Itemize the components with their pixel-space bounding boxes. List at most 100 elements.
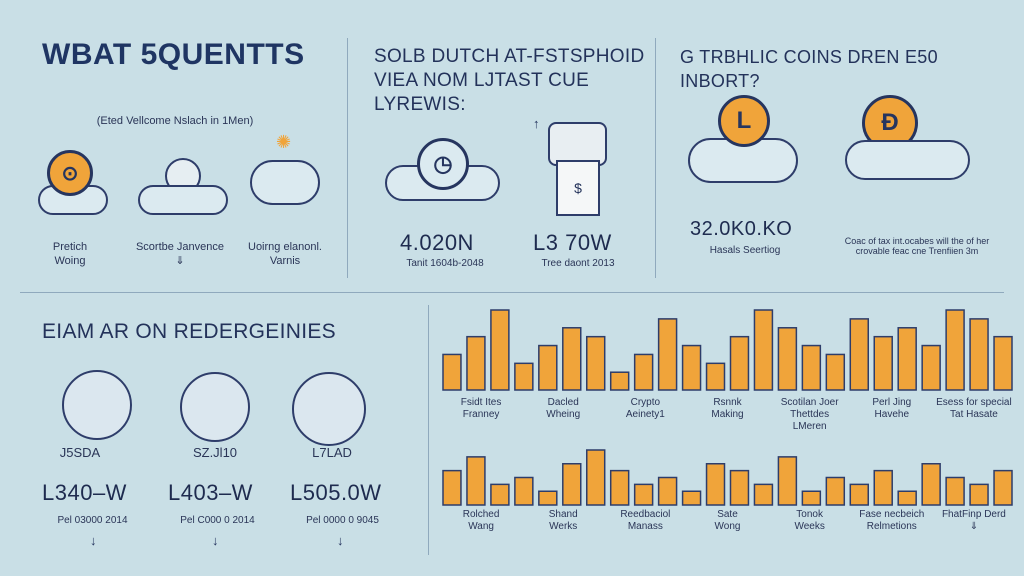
bar	[945, 476, 965, 506]
bar	[490, 483, 510, 506]
item-label: Uoirng elanonl. Varnis	[248, 241, 322, 267]
bar	[681, 490, 702, 506]
bar	[490, 309, 510, 391]
bar-group-label: Shand Werks	[549, 509, 578, 532]
divider-vertical-2	[655, 38, 656, 278]
bar	[681, 344, 702, 391]
bar	[897, 490, 917, 506]
bar-group-label: Crypto Aeinety1	[626, 397, 665, 420]
bar	[849, 483, 869, 506]
note-text: Coac of tax int.ocabes will the of her c…	[844, 236, 990, 256]
item-value: L505.0W	[290, 480, 382, 505]
bar	[969, 318, 989, 391]
bank-icon	[292, 372, 366, 446]
bar	[705, 362, 726, 391]
bar	[921, 344, 941, 391]
bar	[466, 335, 486, 391]
stat-value: L3 70W	[533, 230, 612, 255]
bar	[801, 344, 822, 391]
bar	[969, 483, 989, 506]
bar	[825, 353, 846, 391]
bar	[753, 309, 774, 391]
cloud-icon	[138, 185, 228, 215]
bar	[538, 344, 558, 391]
bar-group-label: Sate Wong	[715, 509, 741, 532]
bar-group-label: Reedbaciol Manass	[620, 509, 670, 532]
bar	[753, 483, 774, 506]
stat-value: 4.020N	[400, 230, 474, 255]
arrow-up-icon: ↑	[533, 116, 540, 131]
bar	[993, 335, 1013, 391]
cloud-icon	[250, 160, 320, 205]
bar-group-label: Perl Jing Havehe	[872, 397, 911, 420]
item-sub: Pel 0000 0 9045	[306, 515, 379, 526]
item-value: L403–W	[168, 480, 253, 505]
item-tag: J5SDA	[59, 445, 101, 460]
coin-icon: ⊙	[47, 150, 93, 196]
bar	[586, 335, 606, 391]
section-heading: SOLB DUTCH AT-FSTSPHOID VIEA NOM LJTAST …	[374, 46, 645, 115]
shield-icon	[62, 370, 132, 440]
bar	[442, 469, 462, 506]
network-icon	[180, 372, 250, 442]
arrow-down-icon: ↓	[90, 533, 97, 548]
stat-sub: Hasals Seertiog	[709, 245, 781, 256]
bar	[777, 456, 798, 506]
arrow-down-icon: ↓	[212, 533, 219, 548]
stat-sub: Tree daont 2013	[541, 258, 615, 269]
bar	[729, 335, 750, 391]
bar	[849, 318, 869, 391]
bar	[657, 318, 678, 391]
bar	[442, 353, 462, 391]
clock-icon: ◷	[417, 138, 469, 190]
item-sub: Pel 03000 2014	[57, 515, 128, 526]
bar	[562, 327, 582, 391]
divider-horizontal	[20, 292, 1004, 293]
bar	[609, 371, 630, 391]
item-label: Pretich Woing	[52, 241, 88, 267]
section-heading: EIAM AR ON REDERGEINIES	[42, 320, 336, 343]
bar	[945, 309, 965, 391]
section-subtitle: (Eted Vellcome Nslach in 1Men)	[96, 115, 254, 127]
stat-value: 32.0K0.KO	[690, 218, 793, 240]
bar	[633, 353, 654, 391]
bar	[609, 469, 630, 506]
bar	[705, 463, 726, 506]
stat-sub: Tanit 1604b-2048	[406, 258, 484, 269]
bar	[633, 483, 654, 506]
bar	[825, 476, 846, 506]
bar	[729, 469, 750, 506]
bar	[897, 327, 917, 391]
lightbulb-icon: ✺	[276, 132, 292, 152]
bar	[466, 456, 486, 506]
bar	[586, 449, 606, 506]
bar-group-label: Rolched Wang	[463, 509, 500, 532]
bar-group-label: Esess for special Tat Hasate	[936, 397, 1012, 420]
bar-chart: Fsidt Ites Franney Dacled Wheing Crypto Aeine…	[442, 309, 1013, 532]
bar	[514, 362, 534, 391]
item-tag: SZ.Jl10	[192, 445, 238, 460]
section-heading: G TRBHLIC COINS DREN E50 INBORT?	[680, 47, 938, 91]
hand-icon	[845, 140, 970, 180]
bar	[514, 476, 534, 506]
divider-vertical-3	[428, 305, 429, 555]
bar-group-label: Fase necbeich Relmetions	[859, 509, 924, 532]
bar-group-label: Tonok Weeks	[794, 509, 824, 532]
divider-vertical-1	[347, 38, 348, 278]
arrow-down-icon: ↓	[337, 533, 344, 548]
bar	[538, 490, 558, 506]
bar	[873, 469, 893, 506]
document-icon: $	[556, 160, 600, 216]
bar	[873, 335, 893, 391]
bar	[777, 327, 798, 391]
bar-group-label: Dacled Wheing	[546, 397, 580, 420]
item-tag: L7LAD	[312, 445, 352, 460]
bar-group-label: Fsidt Ites Franney	[461, 397, 502, 420]
bar-group-label: Rsnnk Making	[711, 397, 743, 420]
bar	[921, 463, 941, 506]
coin-icon: L	[718, 95, 770, 147]
item-value: L340–W	[42, 480, 127, 505]
bar	[562, 463, 582, 506]
item-label: Scortbe Janvence ⇓	[135, 241, 225, 267]
bar	[993, 469, 1013, 506]
